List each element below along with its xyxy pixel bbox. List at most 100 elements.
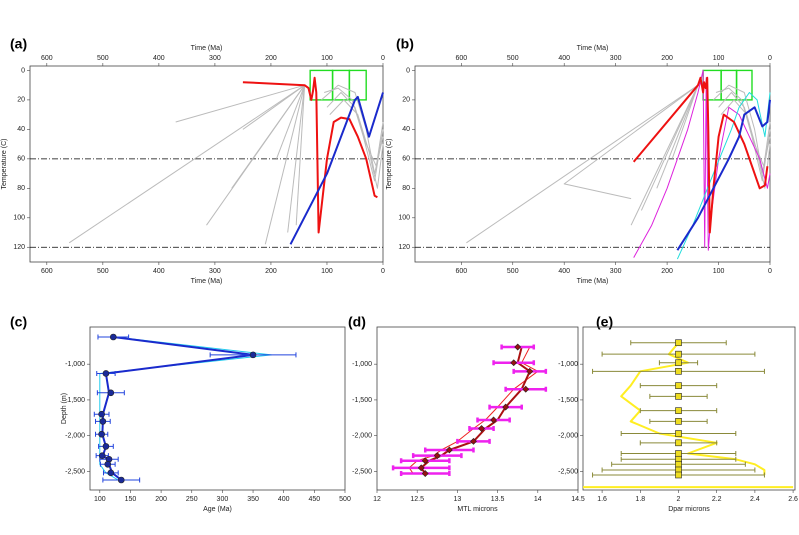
x-tick-label-top: 200 — [265, 55, 277, 62]
data-point — [675, 407, 682, 414]
x-axis-title: Dpar microns — [668, 506, 710, 513]
x-tick-label: 300 — [209, 268, 221, 275]
y-tick-label: -2,000 — [65, 433, 85, 440]
data-point — [675, 339, 682, 347]
y-tick-label: 100 — [398, 215, 410, 222]
x-tick-label: 400 — [278, 496, 290, 503]
x-axis-title-top: Time (Ma) — [191, 45, 223, 52]
x-tick-label-top: 600 — [41, 55, 53, 62]
x-tick-label: 100 — [713, 268, 725, 275]
x-axis-title-top: Time (Ma) — [577, 45, 609, 52]
x-axis-title: Age (Ma) — [203, 506, 232, 513]
data-point — [526, 367, 534, 375]
x-tick-label: 1.8 — [635, 496, 645, 503]
series-line — [289, 92, 384, 245]
y-tick-label: 60 — [17, 156, 25, 163]
x-tick-label: 200 — [265, 268, 277, 275]
series-line — [329, 99, 384, 189]
x-tick-label: 2.2 — [712, 496, 722, 503]
y-axis-title: Temperature (C) — [1, 139, 8, 190]
x-tick-label-top: 100 — [321, 55, 333, 62]
data-point — [675, 430, 682, 437]
panel-label: (d) — [348, 314, 366, 330]
data-point — [99, 418, 107, 425]
data-point — [502, 403, 510, 411]
series-line — [656, 85, 699, 189]
x-tick-label-top: 500 — [507, 55, 519, 62]
x-tick-label: 600 — [455, 268, 467, 275]
series-line — [287, 85, 306, 233]
series-line — [242, 84, 305, 130]
x-tick-label: 2 — [677, 496, 681, 503]
data-point — [675, 359, 682, 367]
x-tick-label: 100 — [321, 268, 333, 275]
y-tick-label: 80 — [402, 185, 410, 192]
data-point — [675, 450, 682, 457]
series-line — [630, 84, 699, 226]
data-point — [490, 416, 498, 424]
data-point — [514, 343, 522, 351]
data-point — [675, 460, 682, 468]
x-tick-label-top: 0 — [768, 55, 772, 62]
series-line — [321, 84, 384, 175]
x-tick-label-top: 400 — [558, 55, 570, 62]
x-tick-label: 450 — [309, 496, 321, 503]
plot-frame — [376, 326, 579, 491]
x-axis-title: Time (Ma) — [191, 278, 223, 285]
y-tick-label: -2,000 — [352, 433, 372, 440]
x-tick-label: 1.6 — [597, 496, 607, 503]
y-tick-label: 60 — [402, 156, 410, 163]
y-tick-label: -1,000 — [558, 361, 578, 368]
x-tick-label: 100 — [94, 496, 106, 503]
plot-frame — [414, 65, 771, 263]
x-tick-label: 200 — [155, 496, 167, 503]
x-tick-label-top: 200 — [661, 55, 673, 62]
y-tick-label: 120 — [13, 244, 25, 251]
data-point — [675, 471, 682, 479]
series-line — [620, 342, 766, 475]
panel-label: (c) — [10, 314, 27, 330]
x-tick-label: 2.6 — [788, 496, 798, 503]
y-tick-label: -2,500 — [65, 468, 85, 475]
series-line — [671, 85, 699, 159]
x-tick-label: 14.5 — [571, 496, 585, 503]
x-tick-label: 0 — [381, 268, 385, 275]
x-tick-label: 400 — [558, 268, 570, 275]
y-tick-label: -1,500 — [558, 397, 578, 404]
x-tick-label: 2.4 — [750, 496, 760, 503]
x-tick-label-top: 300 — [610, 55, 622, 62]
series-line — [324, 87, 384, 182]
plot-frame — [29, 65, 384, 263]
data-point — [98, 430, 105, 438]
series-line — [231, 84, 306, 189]
y-axis-title: Temperature (C) — [386, 139, 393, 190]
x-tick-label: 13.5 — [491, 496, 505, 503]
data-point — [107, 389, 115, 397]
data-point — [421, 470, 429, 477]
y-tick-label: 100 — [13, 215, 25, 222]
panel-label: (a) — [10, 36, 27, 52]
x-tick-label-top: 100 — [713, 55, 725, 62]
panel-label: (b) — [396, 36, 414, 52]
data-point — [117, 476, 125, 484]
x-tick-label: 400 — [153, 268, 165, 275]
x-tick-label: 14 — [534, 496, 542, 503]
x-tick-label: 500 — [339, 496, 351, 503]
panel-label: (e) — [596, 314, 613, 330]
series-line — [264, 85, 306, 245]
x-tick-label: 600 — [41, 268, 53, 275]
x-axis-title: Time (Ma) — [577, 278, 609, 285]
x-tick-label: 300 — [610, 268, 622, 275]
data-point — [107, 469, 115, 477]
x-tick-label: 12 — [373, 496, 381, 503]
x-tick-label: 12.5 — [410, 496, 424, 503]
x-tick-label-top: 0 — [381, 55, 385, 62]
data-point — [675, 418, 682, 425]
y-tick-label: 20 — [17, 97, 25, 104]
data-point — [478, 425, 485, 432]
data-point — [109, 333, 117, 341]
x-tick-label-top: 300 — [209, 55, 221, 62]
data-point — [675, 439, 682, 447]
x-tick-label: 13 — [454, 496, 462, 503]
